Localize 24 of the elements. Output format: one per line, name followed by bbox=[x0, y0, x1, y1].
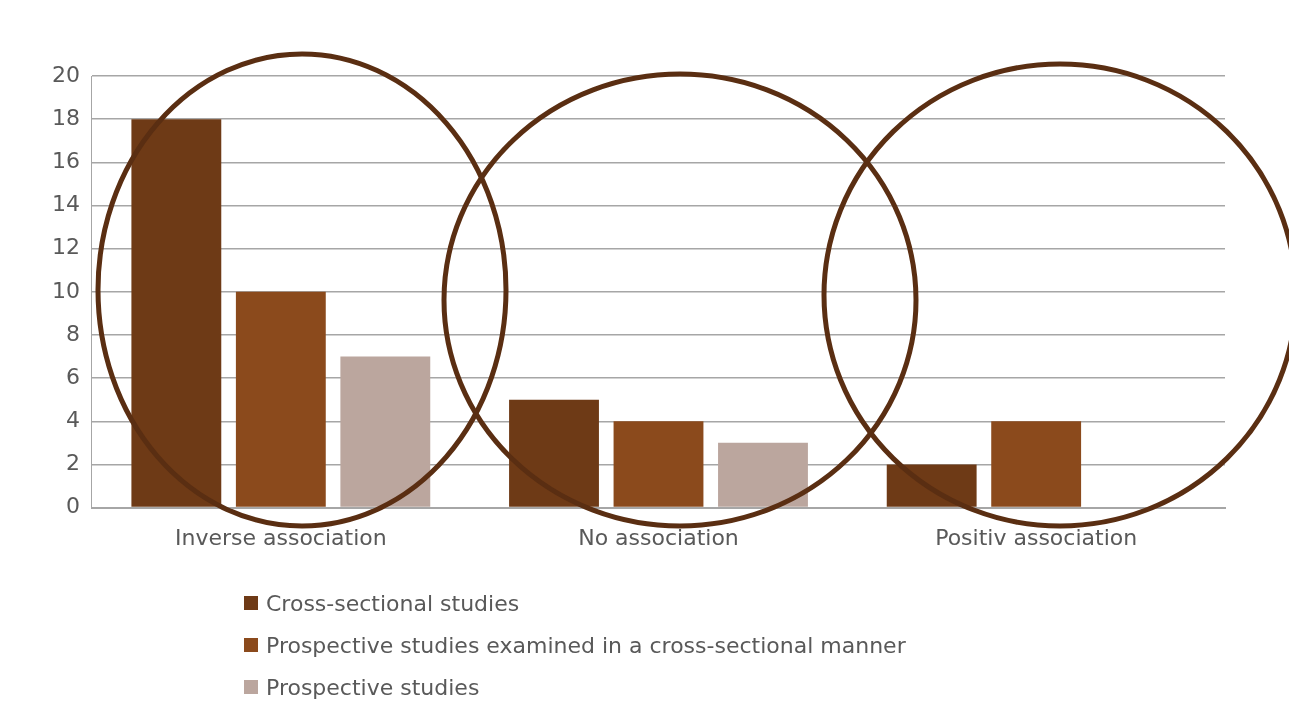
x-tick-label: No association bbox=[578, 524, 739, 550]
y-tick-label: 18 bbox=[51, 104, 80, 130]
bar bbox=[718, 442, 808, 507]
y-tick-label: 8 bbox=[65, 320, 80, 346]
legend-label: Prospective studies examined in a cross-sectional manner bbox=[266, 632, 906, 658]
bar bbox=[340, 356, 431, 507]
x-tick-label: Inverse association bbox=[174, 524, 387, 550]
bar bbox=[613, 421, 704, 507]
y-tick-label: 6 bbox=[65, 363, 80, 389]
y-tick-label: 10 bbox=[51, 277, 80, 303]
y-tick-label: 12 bbox=[51, 234, 80, 260]
bar bbox=[509, 399, 599, 507]
y-tick-label: 2 bbox=[65, 450, 80, 476]
x-tick-label: Positiv association bbox=[935, 524, 1138, 550]
y-tick-label: 0 bbox=[65, 493, 80, 519]
y-tick-label: 20 bbox=[51, 61, 80, 87]
y-tick-label: 4 bbox=[65, 407, 80, 432]
legend-label: Cross-sectional studies bbox=[266, 590, 520, 616]
bar bbox=[991, 421, 1082, 507]
bar bbox=[131, 119, 222, 507]
y-tick-label: 14 bbox=[51, 191, 80, 217]
y-tick-label: 16 bbox=[51, 148, 80, 174]
bar bbox=[235, 291, 326, 507]
legend-label: Prospective studies bbox=[266, 674, 480, 700]
